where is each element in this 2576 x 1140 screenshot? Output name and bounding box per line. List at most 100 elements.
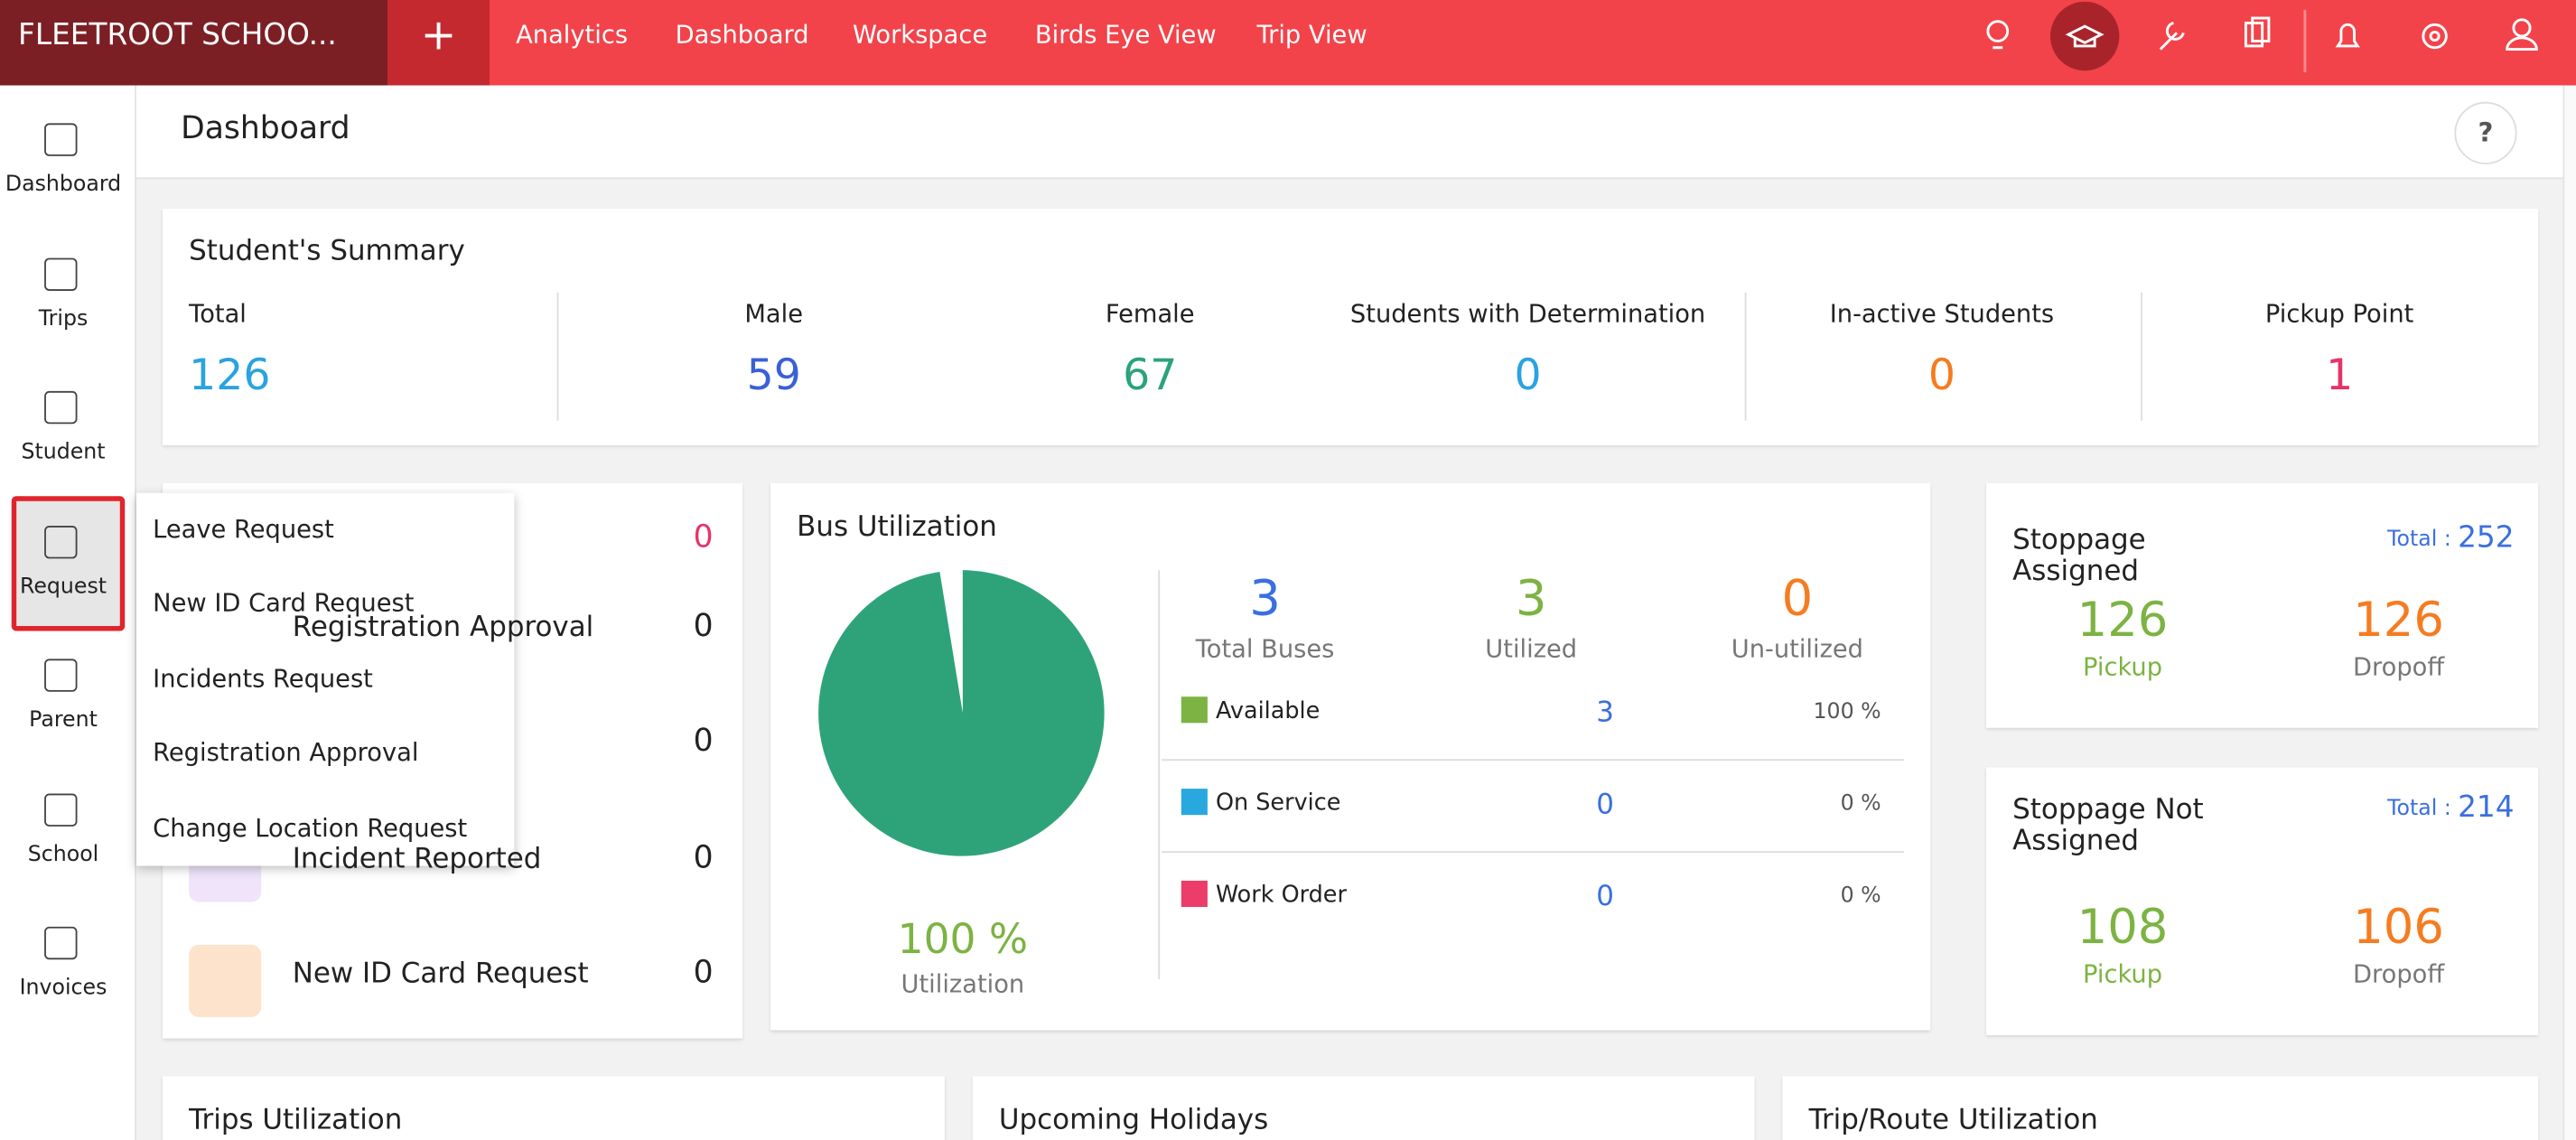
bell-icon[interactable]	[2335, 23, 2360, 48]
sidebar-icon[interactable]	[44, 390, 78, 425]
summary-label: Students with Determination	[1349, 299, 1706, 329]
bottom-card	[972, 1076, 1755, 1140]
nav-link[interactable]: Dashboard	[675, 19, 809, 50]
card-title: Stoppage Assigned	[2012, 524, 2146, 589]
docs-icon[interactable]	[2244, 22, 2264, 48]
sidebar-icon[interactable]	[44, 525, 78, 558]
pickup-value: 126	[2077, 591, 2169, 648]
summary-label: Total	[189, 299, 247, 329]
page-title: Dashboard	[181, 109, 350, 146]
menu-item[interactable]: Change Location Request	[153, 813, 468, 844]
legend-count: 0	[1596, 880, 1614, 914]
request-value: 0	[693, 519, 714, 556]
divider	[1161, 851, 1905, 854]
sidebar-label[interactable]: School	[27, 842, 99, 867]
idea-icon[interactable]	[1986, 20, 2010, 42]
sidebar-label[interactable]: Parent	[29, 707, 98, 734]
sidebar-label[interactable]: Dashboard	[5, 172, 122, 198]
legend-name: Work Order	[1215, 882, 1347, 909]
summary-value: 1	[2326, 351, 2354, 401]
legend-name: On Service	[1215, 790, 1341, 817]
legend-count: 3	[1596, 696, 1614, 730]
divider	[1161, 759, 1905, 762]
summary-label: Male	[744, 299, 804, 329]
legend-percent: 0 %	[1840, 883, 1881, 909]
settings-icon[interactable]	[2422, 23, 2448, 50]
summary-label: Pickup Point	[2264, 299, 2414, 329]
user-icon[interactable]	[2512, 18, 2532, 38]
divider	[1158, 570, 1161, 980]
summary-value: 0	[1514, 351, 1542, 401]
sidebar-icon[interactable]	[44, 123, 78, 156]
utilization-value: 100 %	[897, 915, 1029, 963]
card-title: Upcoming Holidays	[998, 1104, 1269, 1137]
legend-swatch	[1181, 880, 1208, 908]
nav-link[interactable]: Birds Eye View	[1034, 19, 1217, 50]
pie-slice	[818, 570, 1105, 856]
sidebar-label[interactable]: Invoices	[19, 976, 107, 1001]
request-label: Incident Reported	[292, 843, 542, 876]
sidebar-icon[interactable]	[44, 926, 78, 960]
request-value: 0	[693, 723, 714, 760]
help-button[interactable]: ?	[2454, 101, 2517, 164]
sidebar-label[interactable]: Request	[19, 574, 107, 599]
pickup-label: Pickup	[2083, 652, 2163, 682]
bus-stat-label: Un-utilized	[1731, 634, 1864, 664]
school-icon[interactable]	[2049, 1, 2120, 71]
menu-item[interactable]: New ID Card Request	[153, 588, 415, 618]
id-card-icon	[189, 944, 262, 1017]
legend-percent: 0 %	[1840, 791, 1881, 817]
dropoff-label: Dropoff	[2353, 652, 2445, 682]
request-value: 0	[693, 954, 714, 991]
dropoff-value: 106	[2353, 898, 2444, 955]
legend-name: Available	[1215, 698, 1321, 725]
summary-value: 59	[746, 351, 801, 401]
request-label: New ID Card Request	[292, 958, 589, 991]
sidebar-label[interactable]: Trips	[38, 306, 89, 332]
bus-stat-value: 0	[1781, 570, 1814, 628]
pickup-value: 108	[2077, 898, 2169, 955]
total-value: 214	[2458, 790, 2515, 826]
scrollbar	[2562, 85, 2576, 1140]
bottom-card	[1782, 1076, 2539, 1140]
add-button[interactable]: +	[387, 0, 490, 86]
request-label: Registration Approval	[292, 611, 594, 645]
menu-item[interactable]: Registration Approval	[153, 737, 419, 768]
sidebar-label[interactable]: Student	[21, 440, 106, 465]
bus-stat-label: Utilized	[1485, 634, 1578, 664]
menu-item[interactable]: Leave Request	[153, 514, 334, 545]
menu-item[interactable]: Incidents Request	[153, 663, 373, 694]
dropoff-label: Dropoff	[2353, 959, 2445, 989]
active-highlight	[11, 496, 126, 631]
card-title: Trips Utilization	[189, 1104, 403, 1137]
card-title: Stoppage Not Assigned	[2012, 793, 2204, 858]
sidebar-icon[interactable]	[44, 659, 78, 692]
sidebar-icon[interactable]	[44, 257, 78, 291]
total-label: Total :	[2387, 527, 2451, 553]
summary-value: 126	[189, 351, 271, 401]
bus-stat-value: 3	[1249, 570, 1281, 628]
bus-stat-value: 3	[1515, 570, 1547, 628]
top-icons	[1986, 1, 2538, 73]
summary-label: In-active Students	[1829, 299, 2055, 329]
divider	[1744, 292, 1747, 421]
card-title: Student's Summary	[189, 235, 465, 268]
dropoff-value: 126	[2353, 591, 2444, 648]
legend-swatch	[1181, 696, 1208, 724]
nav-link[interactable]: Analytics	[516, 19, 629, 50]
bus-stat-label: Total Buses	[1195, 634, 1335, 664]
sidebar-icon[interactable]	[44, 792, 78, 826]
total-label: Total :	[2387, 797, 2451, 822]
request-value: 0	[693, 839, 714, 876]
divider	[2141, 292, 2142, 421]
tools-icon[interactable]	[2159, 22, 2185, 51]
nav-link[interactable]: Workspace	[853, 19, 988, 50]
stoppage-card	[1986, 767, 2539, 1035]
legend-percent: 100 %	[1813, 699, 1881, 725]
card-title: Bus Utilization	[797, 510, 997, 545]
utilization-label: Utilization	[901, 969, 1025, 999]
brand[interactable]: FLEETROOT SCHOO...	[0, 0, 388, 86]
nav-link[interactable]: Trip View	[1256, 19, 1367, 50]
